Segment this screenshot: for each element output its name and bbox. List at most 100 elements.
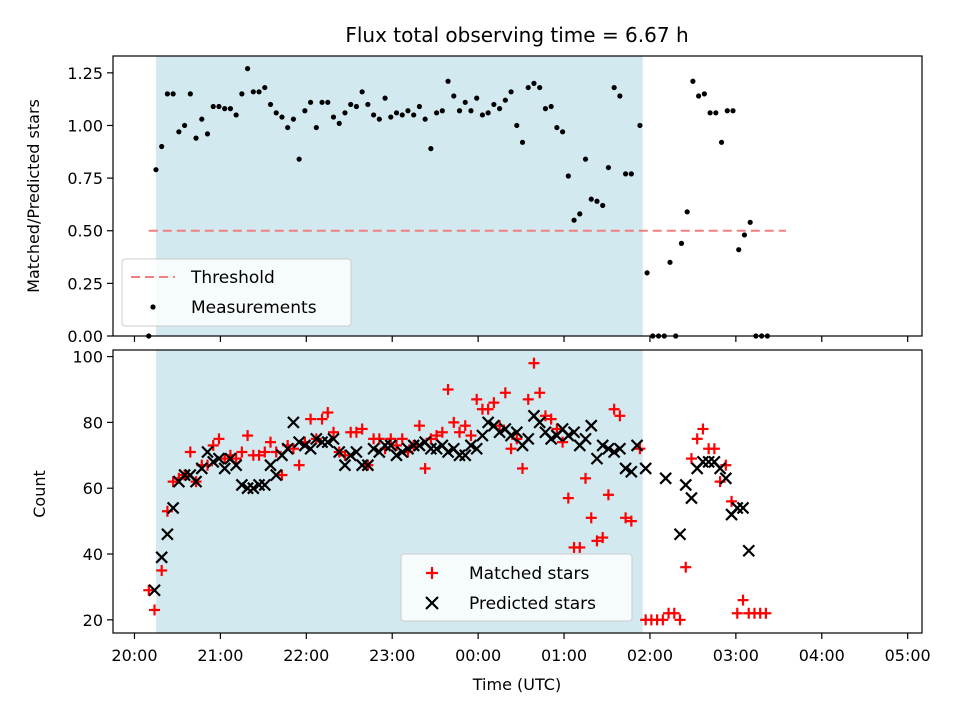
measurement-point (359, 89, 365, 95)
measurement-point (422, 116, 428, 122)
measurement-point (319, 99, 325, 105)
predicted-star-point (178, 468, 191, 482)
measurement-point (290, 116, 297, 122)
predicted-star-point (148, 583, 161, 597)
predicted-star-point (212, 452, 226, 465)
measurement-point (159, 143, 165, 150)
predicted-star-point (584, 419, 598, 432)
matched-star-point (431, 430, 443, 442)
matched-star-point (276, 469, 288, 481)
measurement-point (365, 101, 371, 108)
measurement-point (628, 171, 634, 177)
legend-measurements-label: Measurements (191, 298, 317, 318)
top-y-tick-label: 1.25 (67, 64, 103, 83)
matched-star-point (551, 423, 563, 435)
matched-star-point (156, 564, 168, 576)
bottom-plot-frame (112, 349, 923, 634)
predicted-star-point (742, 544, 756, 558)
measurement-point (502, 97, 508, 103)
top-y-tick-label: 1.00 (67, 116, 103, 135)
measurement-point (388, 114, 394, 120)
measurement-point (519, 139, 526, 145)
top-y-tick-label: 0.25 (67, 274, 103, 293)
predicted-star-point (367, 442, 380, 455)
measurement-point (565, 173, 571, 179)
predicted-star-point (361, 458, 375, 472)
measurement-point (525, 84, 531, 91)
matched-star-point (708, 443, 720, 455)
top-y-axis-label: Matched/Predicted stars (24, 99, 43, 293)
predicted-star-point (201, 445, 214, 459)
matched-star-point (167, 476, 179, 488)
measurement-point (542, 106, 549, 112)
top-panel: Flux total observing time = 6.67 h 0.000… (24, 23, 923, 346)
matched-star-point (442, 383, 454, 395)
predicted-star-point (441, 445, 455, 459)
top-y-tick-label: 0.50 (67, 222, 103, 241)
predicted-star-point (607, 445, 621, 459)
predicted-star-point (298, 439, 312, 452)
measurement-point (462, 99, 468, 105)
measurement-point (451, 93, 457, 99)
bottom-y-ticks: 20 40 60 80 100 (72, 348, 113, 630)
measurement-point (696, 93, 702, 99)
predicted-star-point (481, 416, 495, 429)
predicted-star-point (719, 472, 733, 485)
predicted-star-point (679, 478, 693, 492)
measurement-point (637, 122, 643, 129)
measurement-point (514, 122, 520, 129)
matched-star-point (760, 607, 772, 619)
matched-star-point (657, 614, 669, 626)
matched-star-point (305, 413, 317, 425)
predicted-star-point (464, 439, 478, 452)
matched-star-point (737, 594, 749, 606)
predicted-star-point (731, 501, 744, 515)
matched-star-point (562, 492, 574, 504)
matched-star-point (726, 495, 738, 507)
predicted-star-point (269, 468, 283, 482)
predicted-star-point (579, 432, 592, 446)
matched-star-point (471, 393, 483, 405)
matched-star-point (534, 387, 546, 399)
matched-star-point (207, 439, 219, 451)
predicted-star-point (287, 416, 300, 429)
measurement-point (428, 146, 434, 152)
matched-star-point (517, 462, 529, 474)
matched-star-point (668, 607, 680, 619)
x-tick-label: 20:00 (111, 646, 157, 665)
predicted-star-point (521, 432, 535, 446)
matched-star-point (625, 515, 637, 527)
measurement-point (256, 89, 262, 95)
matched-star-point (253, 449, 265, 461)
measurement-point (227, 106, 234, 112)
measurement-point (560, 129, 566, 135)
predicted-star-point (166, 501, 180, 515)
measurement-point (313, 124, 319, 131)
x-tick-label: 21:00 (197, 646, 243, 665)
predicted-star-point (235, 478, 249, 492)
measurement-point (730, 108, 736, 114)
measurement-point (262, 84, 268, 91)
measurement-point (690, 78, 696, 84)
legend-threshold-label: Threshold (190, 268, 275, 288)
predicted-star-point (613, 442, 627, 455)
measurement-point (176, 129, 182, 135)
predicted-star-point (332, 445, 346, 459)
measurement-point (611, 84, 617, 91)
measurement-point (456, 108, 463, 114)
predicted-star-point (310, 432, 323, 446)
predicted-star-point (493, 425, 506, 439)
bottom-x-ticks: 20:00 21:00 22:00 23:00 00:00 01:00 02:00 03:00… (111, 633, 931, 665)
matched-star-point (213, 433, 225, 445)
measurement-point (678, 240, 685, 246)
legend-predicted-label: Predicted stars (469, 594, 596, 614)
matched-star-point (293, 459, 305, 471)
legend-matched-swatch (426, 567, 438, 579)
matched-star-point (522, 393, 534, 405)
predicted-star-point (596, 439, 609, 452)
predicted-star-point (713, 462, 727, 475)
predicted-star-point (673, 528, 687, 541)
measurement-point (210, 103, 216, 110)
x-tick-label: 04:00 (799, 646, 845, 665)
predicted-star-point (625, 465, 638, 479)
